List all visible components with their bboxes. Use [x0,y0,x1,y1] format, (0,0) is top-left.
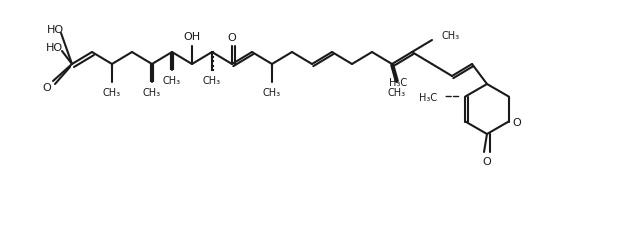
Text: O: O [228,33,236,43]
Text: O: O [43,83,51,93]
Text: CH₃: CH₃ [143,88,161,98]
Text: CH₃: CH₃ [263,88,281,98]
Text: O: O [512,117,521,127]
Text: O: O [483,156,492,166]
Text: CH₃: CH₃ [103,88,121,98]
Text: H₃C: H₃C [389,78,407,88]
Text: CH₃: CH₃ [442,31,460,41]
Text: H₃C: H₃C [419,92,437,102]
Text: HO: HO [45,43,63,53]
Text: HO: HO [47,25,64,35]
Text: OH: OH [184,32,200,42]
Text: CH₃: CH₃ [203,76,221,86]
Text: CH₃: CH₃ [388,88,406,98]
Text: CH₃: CH₃ [163,76,181,86]
